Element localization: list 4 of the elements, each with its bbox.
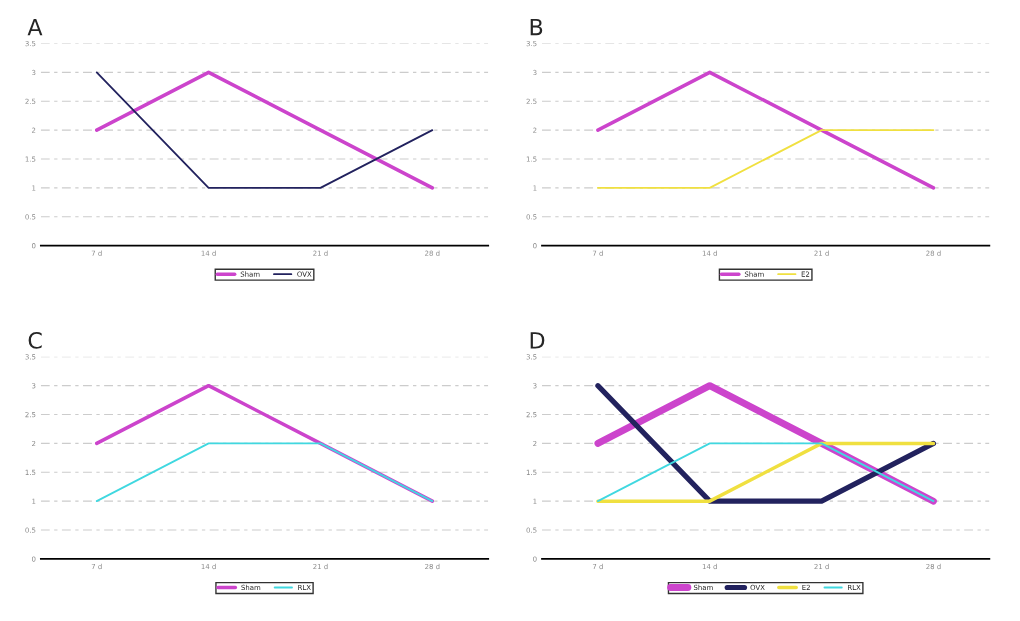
chart-title: D xyxy=(530,332,545,349)
chart-title: B xyxy=(530,18,543,36)
chart-title: C xyxy=(28,331,42,349)
chart-title: A xyxy=(27,18,43,36)
